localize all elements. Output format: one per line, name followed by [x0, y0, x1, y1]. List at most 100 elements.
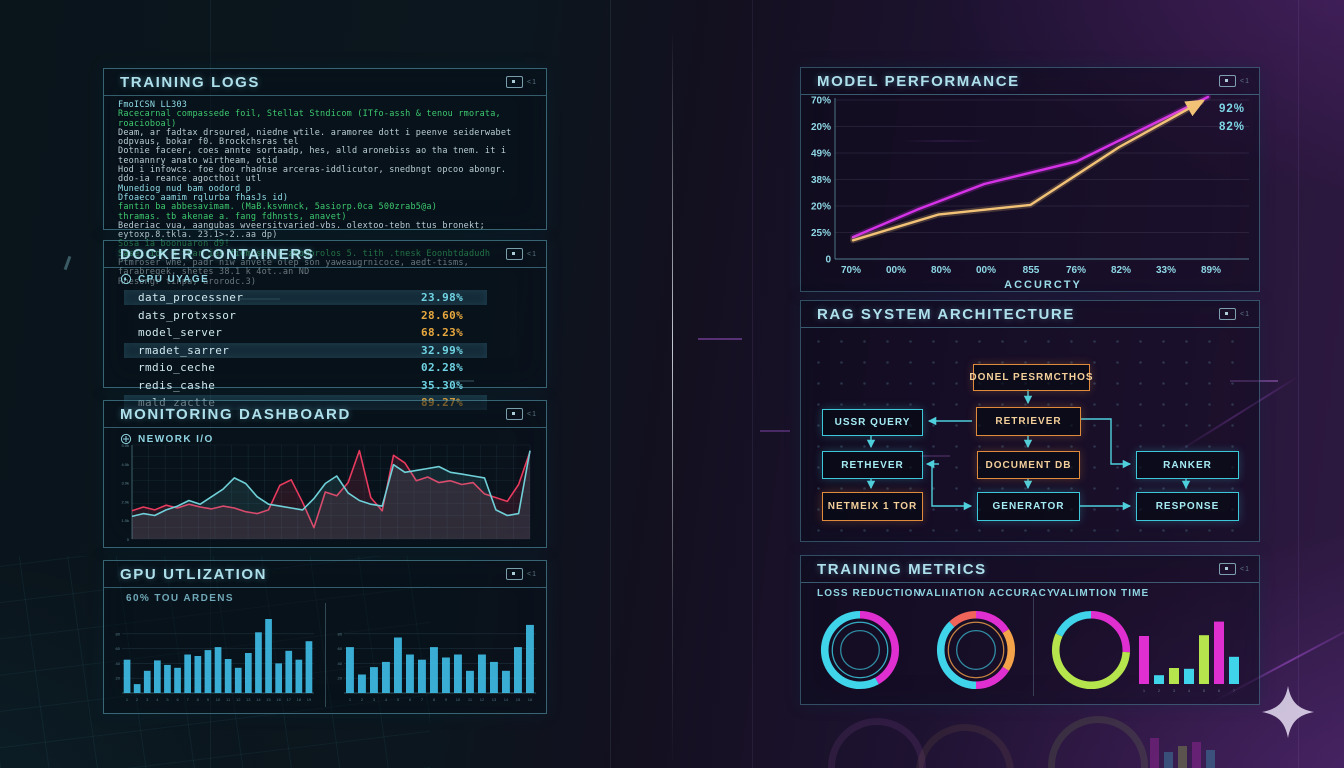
rag-node-doc_prep[interactable]: DONEL PESRMCTHOS — [969, 364, 1093, 391]
panel-header: MODEL PERFORMANCE <1 — [801, 68, 1259, 95]
container-row[interactable]: rmdio_ceche 02.28% — [124, 360, 487, 375]
rag-node-response[interactable]: RESPONSE — [1136, 492, 1239, 521]
window-controls[interactable]: <1 — [1219, 75, 1250, 87]
svg-text:9: 9 — [445, 697, 448, 702]
container-row[interactable]: mald_zactte 89.27% — [124, 395, 487, 410]
rag-node-rethever[interactable]: RETHEVER — [822, 451, 923, 479]
panel-title: TRAINING LOGS — [120, 73, 260, 91]
rag-node-document_db[interactable]: DOCUMENT DB — [977, 451, 1080, 479]
ghost-donut — [1048, 716, 1148, 768]
gpu-bar — [245, 653, 252, 693]
metrics-divider — [1033, 596, 1034, 696]
container-row[interactable]: model_server 68.23% — [124, 325, 487, 340]
log-line: Munediog nud bam oodord p — [118, 183, 251, 194]
cpu-usage-value: 28.60% — [421, 308, 464, 322]
window-badge: <1 — [527, 78, 537, 86]
window-icon[interactable] — [506, 248, 524, 260]
gpu-bar — [234, 667, 242, 693]
gpu-bar — [382, 661, 390, 693]
svg-text:11: 11 — [226, 697, 231, 702]
svg-text:3: 3 — [146, 697, 149, 702]
log-line: FmoICSN LL303 — [118, 100, 188, 110]
gpu-bar — [442, 657, 450, 693]
window-controls[interactable]: <1 — [506, 568, 537, 580]
rag-node-user_query[interactable]: USSR QUERY — [822, 409, 923, 436]
svg-text:6: 6 — [176, 697, 179, 702]
window-controls[interactable]: <1 — [506, 408, 537, 420]
donut-segment — [936, 610, 1016, 690]
svg-text:40: 40 — [116, 661, 121, 666]
window-icon[interactable] — [506, 568, 524, 580]
container-row[interactable]: redis_cashe 35.30% — [124, 378, 487, 393]
window-icon[interactable] — [1219, 308, 1237, 320]
svg-text:3.0k: 3.0k — [121, 481, 129, 486]
window-icon[interactable] — [1219, 75, 1237, 87]
container-row[interactable]: data_processner 23.98% — [124, 290, 487, 305]
panel-header: TRAINING LOGS <1 — [104, 69, 546, 96]
window-badge: <1 — [527, 410, 537, 418]
rag-node-ranker[interactable]: RANKER — [1136, 451, 1239, 479]
gpu-bar — [514, 647, 522, 693]
cpu-usage-value: 35.30% — [421, 378, 464, 392]
rag-node-netmeix[interactable]: NETMEIX 1 TOR — [822, 492, 923, 521]
svg-text:20%: 20% — [811, 122, 831, 133]
svg-text:80: 80 — [338, 631, 343, 636]
panel-training-logs: TRAINING LOGS <1 FmoICSN LL303 Racecarnal… — [103, 68, 547, 286]
window-icon[interactable] — [506, 408, 524, 420]
rag-flow-arrows — [866, 389, 1191, 511]
training-log-output: FmoICSN LL303 Racecarnal compassede foil,… — [104, 96, 546, 287]
svg-text:20: 20 — [116, 676, 121, 681]
window-icon[interactable] — [506, 76, 524, 88]
metric-bar — [1139, 636, 1149, 684]
window-controls[interactable]: <1 — [506, 248, 537, 260]
log-line: Saseirion n toar ies fiemoset k zoomorol… — [118, 248, 491, 259]
svg-text:14: 14 — [504, 697, 509, 702]
panel-header: TRAINING METRICS <1 — [801, 556, 1259, 583]
window-badge: <1 — [527, 250, 537, 258]
container-name: model_server — [138, 326, 223, 339]
donut-segment — [936, 610, 1016, 690]
svg-text:76%: 76% — [1066, 265, 1086, 276]
window-controls[interactable]: <1 — [506, 76, 537, 88]
svg-text:2: 2 — [136, 697, 139, 702]
svg-text:8: 8 — [197, 697, 200, 702]
gpu-bar — [214, 647, 222, 693]
svg-text:11: 11 — [468, 697, 473, 702]
log-line: Dfoaeco aamim rqlurba fhasJs id) — [118, 192, 289, 203]
svg-text:13: 13 — [492, 697, 497, 702]
cpu-usage-value: 02.28% — [421, 361, 464, 374]
window-controls[interactable]: <1 — [1219, 308, 1250, 320]
bg-bright-divider-line — [672, 0, 673, 768]
cpu-usage-value: 32.99% — [421, 343, 464, 357]
bg-vertical-line — [610, 0, 611, 768]
window-controls[interactable]: <1 — [1219, 563, 1250, 575]
network-io-label-row: NEWORK I/O — [104, 428, 546, 445]
donut-segment — [936, 610, 1016, 690]
donut-chart-0 — [820, 610, 900, 690]
svg-text:15: 15 — [516, 697, 521, 702]
svg-text:33%: 33% — [1156, 265, 1176, 276]
svg-text:5: 5 — [397, 697, 400, 702]
cpu-usage-value: 23.98% — [421, 291, 464, 304]
rag-node-retriever[interactable]: RETRIEVER — [976, 407, 1081, 436]
window-badge: <1 — [527, 570, 537, 578]
gpu-bar — [406, 654, 414, 693]
gpu-bar — [255, 632, 262, 693]
bg-vertical-line — [752, 0, 753, 768]
svg-text:0: 0 — [127, 537, 130, 542]
container-row[interactable]: dats_protxssor 28.60% — [124, 308, 487, 323]
svg-text:10: 10 — [216, 697, 221, 702]
container-row[interactable]: rmadet_sarrer 32.99% — [124, 342, 487, 358]
rag-node-generator[interactable]: GENERATOR — [977, 492, 1080, 521]
gpu-bar — [526, 624, 534, 693]
log-line: Ptmroser whe, padr niw anvete olep son y… — [118, 258, 469, 278]
validation-accuracy-label: VALIIATION ACCURACY — [919, 588, 1055, 599]
gpu-bar — [490, 661, 498, 693]
log-line: Dotnie faceer, coes annte sortaadp, hes,… — [118, 146, 507, 166]
svg-text:14: 14 — [256, 697, 261, 702]
window-icon[interactable] — [1219, 563, 1237, 575]
gpu-bar — [346, 647, 354, 693]
svg-text:1.0k: 1.0k — [121, 518, 129, 523]
container-name: redis_cashe — [138, 378, 216, 392]
